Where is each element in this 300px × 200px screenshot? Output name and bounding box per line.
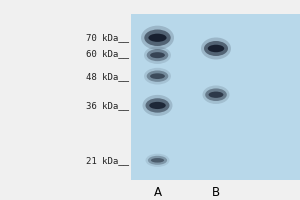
Text: 36 kDa__: 36 kDa__	[86, 101, 129, 110]
Bar	[130, 14, 300, 180]
Ellipse shape	[147, 49, 168, 61]
Ellipse shape	[204, 41, 228, 56]
Ellipse shape	[147, 70, 168, 82]
Text: B: B	[212, 186, 220, 198]
Ellipse shape	[201, 37, 231, 59]
Text: 21 kDa__: 21 kDa__	[86, 156, 129, 165]
Text: A: A	[154, 186, 161, 198]
Ellipse shape	[148, 34, 166, 42]
Ellipse shape	[151, 158, 164, 163]
Text: 60 kDa__: 60 kDa__	[86, 49, 129, 58]
Ellipse shape	[144, 68, 171, 85]
Ellipse shape	[146, 98, 170, 113]
Ellipse shape	[141, 26, 174, 50]
Ellipse shape	[144, 30, 171, 46]
Ellipse shape	[202, 85, 230, 104]
Ellipse shape	[144, 46, 171, 64]
Ellipse shape	[150, 52, 165, 58]
Ellipse shape	[146, 154, 170, 167]
Text: 70 kDa__: 70 kDa__	[86, 33, 129, 42]
Ellipse shape	[205, 88, 227, 101]
Ellipse shape	[150, 73, 165, 79]
Ellipse shape	[142, 95, 172, 116]
Ellipse shape	[208, 45, 224, 52]
Ellipse shape	[149, 102, 166, 109]
Ellipse shape	[208, 92, 224, 98]
Ellipse shape	[148, 156, 167, 165]
Text: 48 kDa__: 48 kDa__	[86, 72, 129, 81]
